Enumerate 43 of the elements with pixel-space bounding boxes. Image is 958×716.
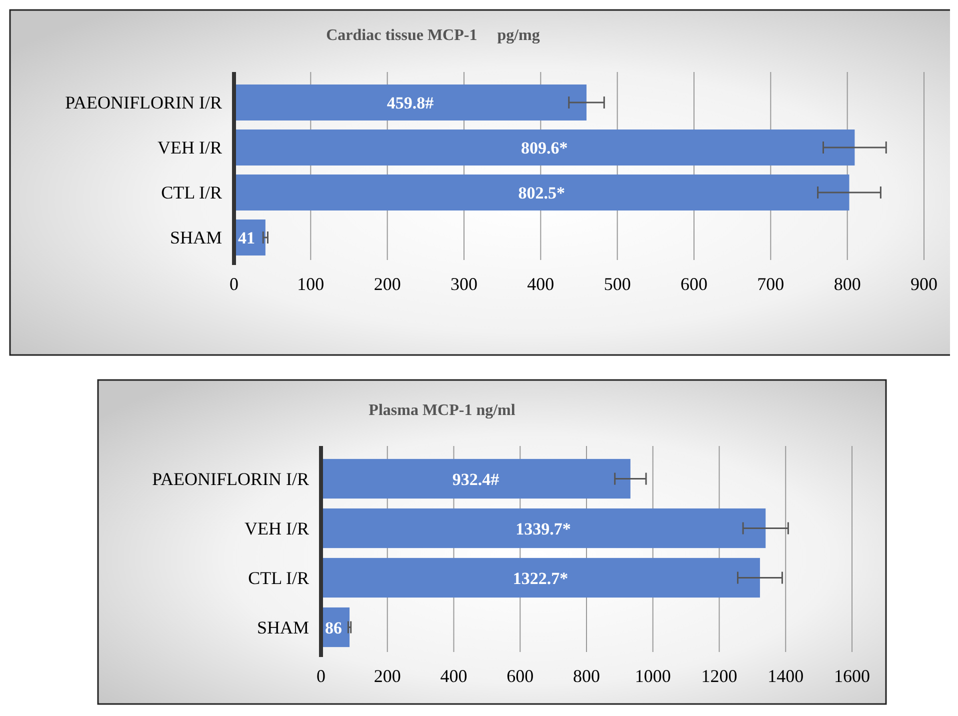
x-tick-label: 300 xyxy=(450,274,478,294)
x-tick-label: 0 xyxy=(230,274,238,294)
y-tick-label: SHAM xyxy=(256,617,309,638)
data-label: 809.6* xyxy=(520,138,568,158)
x-tick-label: 500 xyxy=(604,274,631,294)
chart-title: Cardiac tissue MCP-1 pg/mg xyxy=(326,27,540,44)
data-label: 1322.7* xyxy=(512,568,568,588)
bar xyxy=(234,130,855,166)
x-tick-label: 600 xyxy=(680,274,708,294)
bar xyxy=(234,84,587,120)
data-label: 932.4# xyxy=(452,470,500,489)
x-tick-label: 900 xyxy=(910,274,938,294)
data-label: 459.8# xyxy=(386,94,434,112)
data-label: 802.5* xyxy=(518,184,565,202)
data-label: 41 xyxy=(238,228,255,248)
x-tick-label: 0 xyxy=(316,666,326,686)
y-tick-label: SHAM xyxy=(170,228,222,248)
y-tick-label: VEH I/R xyxy=(158,138,222,158)
x-tick-label: 400 xyxy=(440,666,468,686)
data-label: 86 xyxy=(325,618,342,638)
x-tick-label: 800 xyxy=(834,274,861,294)
bar xyxy=(321,458,630,499)
x-tick-label: 400 xyxy=(527,274,554,294)
y-tick-label: CTL I/R xyxy=(248,568,309,588)
x-tick-label: 800 xyxy=(573,666,600,686)
x-tick-label: 1600 xyxy=(834,666,870,686)
y-tick-label: PAEONIFLORIN I/R xyxy=(65,92,222,112)
data-label: 1339.7* xyxy=(516,519,571,538)
x-tick-label: 1200 xyxy=(701,666,738,686)
x-tick-label: 700 xyxy=(757,274,784,294)
y-tick-label: CTL I/R xyxy=(161,182,222,202)
x-tick-label: 200 xyxy=(374,666,401,686)
chart-title: Plasma MCP-1 ng/ml xyxy=(368,402,516,419)
x-tick-label: 600 xyxy=(506,666,534,686)
x-tick-label: 100 xyxy=(297,274,324,294)
y-tick-label: PAEONIFLORIN I/R xyxy=(152,468,309,489)
bar xyxy=(234,174,850,210)
bar xyxy=(321,508,766,548)
y-tick-label: VEH I/R xyxy=(244,518,309,538)
bar xyxy=(321,558,760,598)
x-tick-label: 1000 xyxy=(634,666,671,686)
x-tick-label: 1400 xyxy=(768,666,804,686)
x-tick-label: 200 xyxy=(374,274,401,294)
